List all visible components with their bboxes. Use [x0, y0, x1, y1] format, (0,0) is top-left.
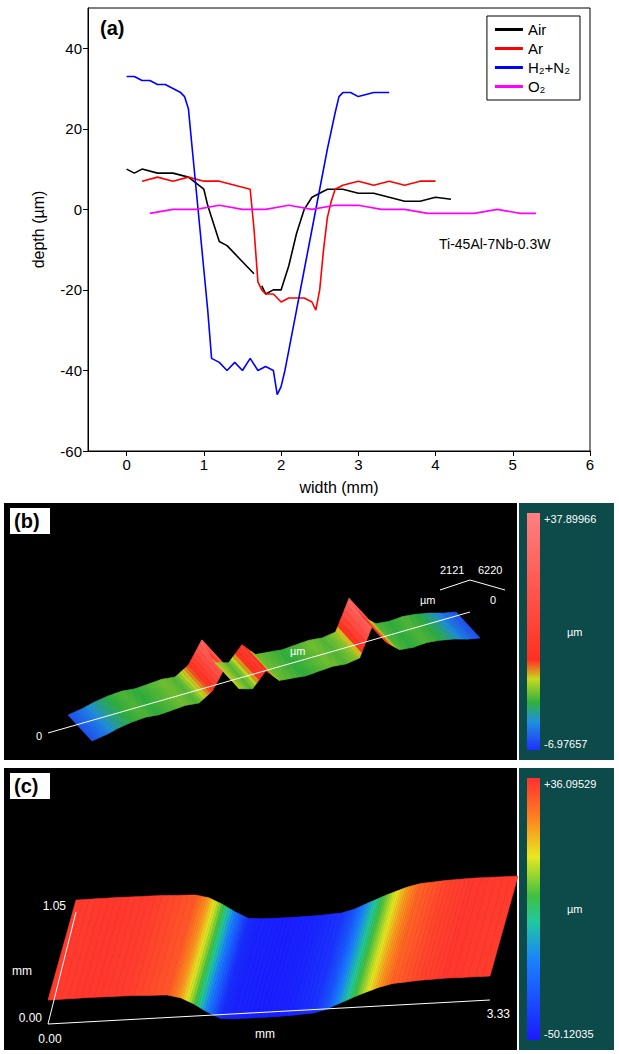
svg-text:40: 40: [65, 40, 82, 57]
svg-text:µm: µm: [290, 645, 306, 657]
svg-text:0: 0: [74, 201, 82, 218]
svg-text:2121: 2121: [440, 564, 464, 576]
svg-text:20: 20: [65, 120, 82, 137]
svg-text:mm: mm: [255, 1027, 275, 1041]
svg-text:3.33: 3.33: [487, 1007, 511, 1021]
svg-text:0: 0: [122, 456, 130, 473]
svg-text:H₂+N₂: H₂+N₂: [528, 59, 570, 76]
svg-text:depth (µm): depth (µm): [30, 191, 47, 269]
svg-text:Air: Air: [528, 21, 546, 38]
svg-text:µm: µm: [567, 626, 583, 638]
svg-text:Ti-45Al-7Nb-0.3W: Ti-45Al-7Nb-0.3W: [439, 236, 551, 252]
svg-text:5: 5: [509, 456, 517, 473]
svg-text:(a): (a): [100, 17, 124, 39]
svg-text:-20: -20: [60, 281, 82, 298]
svg-text:µm: µm: [567, 903, 583, 915]
svg-text:0.00: 0.00: [38, 1032, 62, 1046]
svg-text:width (mm): width (mm): [298, 479, 378, 496]
svg-text:2: 2: [277, 456, 285, 473]
svg-text:(c): (c): [14, 775, 38, 797]
svg-text:+37.89966: +37.89966: [544, 513, 596, 525]
svg-text:(b): (b): [14, 510, 40, 532]
svg-text:mm: mm: [12, 964, 32, 978]
svg-text:0: 0: [36, 730, 42, 742]
svg-text:3: 3: [354, 456, 362, 473]
svg-text:-40: -40: [60, 362, 82, 379]
svg-text:+36.09529: +36.09529: [544, 778, 596, 790]
svg-text:0: 0: [490, 594, 496, 606]
svg-text:-50.12035: -50.12035: [544, 1028, 594, 1040]
svg-text:µm: µm: [420, 594, 436, 606]
svg-text:6: 6: [586, 456, 594, 473]
svg-text:-6.97657: -6.97657: [544, 738, 587, 750]
svg-text:0.00: 0.00: [19, 1011, 43, 1025]
svg-text:4: 4: [431, 456, 439, 473]
svg-text:6220: 6220: [478, 564, 502, 576]
svg-text:-60: -60: [60, 443, 82, 460]
svg-text:1: 1: [200, 456, 208, 473]
svg-text:Ar: Ar: [528, 40, 543, 57]
svg-text:1.05: 1.05: [43, 899, 67, 913]
svg-text:O₂: O₂: [528, 78, 546, 95]
